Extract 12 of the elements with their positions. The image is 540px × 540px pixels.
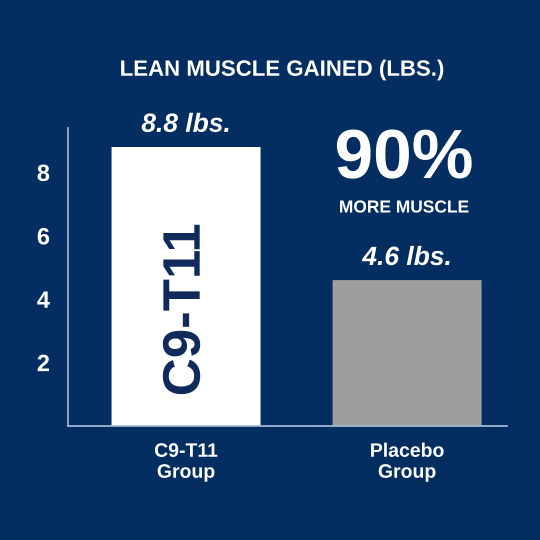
y-tick-label: 2: [38, 354, 49, 372]
x-tick-label: C9-T11 Group: [154, 443, 218, 482]
y-tick-label: 8: [38, 164, 50, 182]
annotation: 90%: [336, 129, 472, 179]
y-tick-label: 6: [38, 228, 50, 245]
x-tick-label: Placebo Group: [371, 442, 444, 482]
data-label: 8.8 lbs.: [142, 112, 229, 132]
annotation: MORE MUSCLE: [340, 200, 468, 213]
chart-title: LEAN MUSCLE GAINED (LBS.): [121, 60, 444, 80]
data-label: 4.6 lbs.: [362, 246, 450, 266]
annotation: C9-T11: [162, 224, 200, 394]
y-tick-label: 4: [37, 292, 50, 308]
